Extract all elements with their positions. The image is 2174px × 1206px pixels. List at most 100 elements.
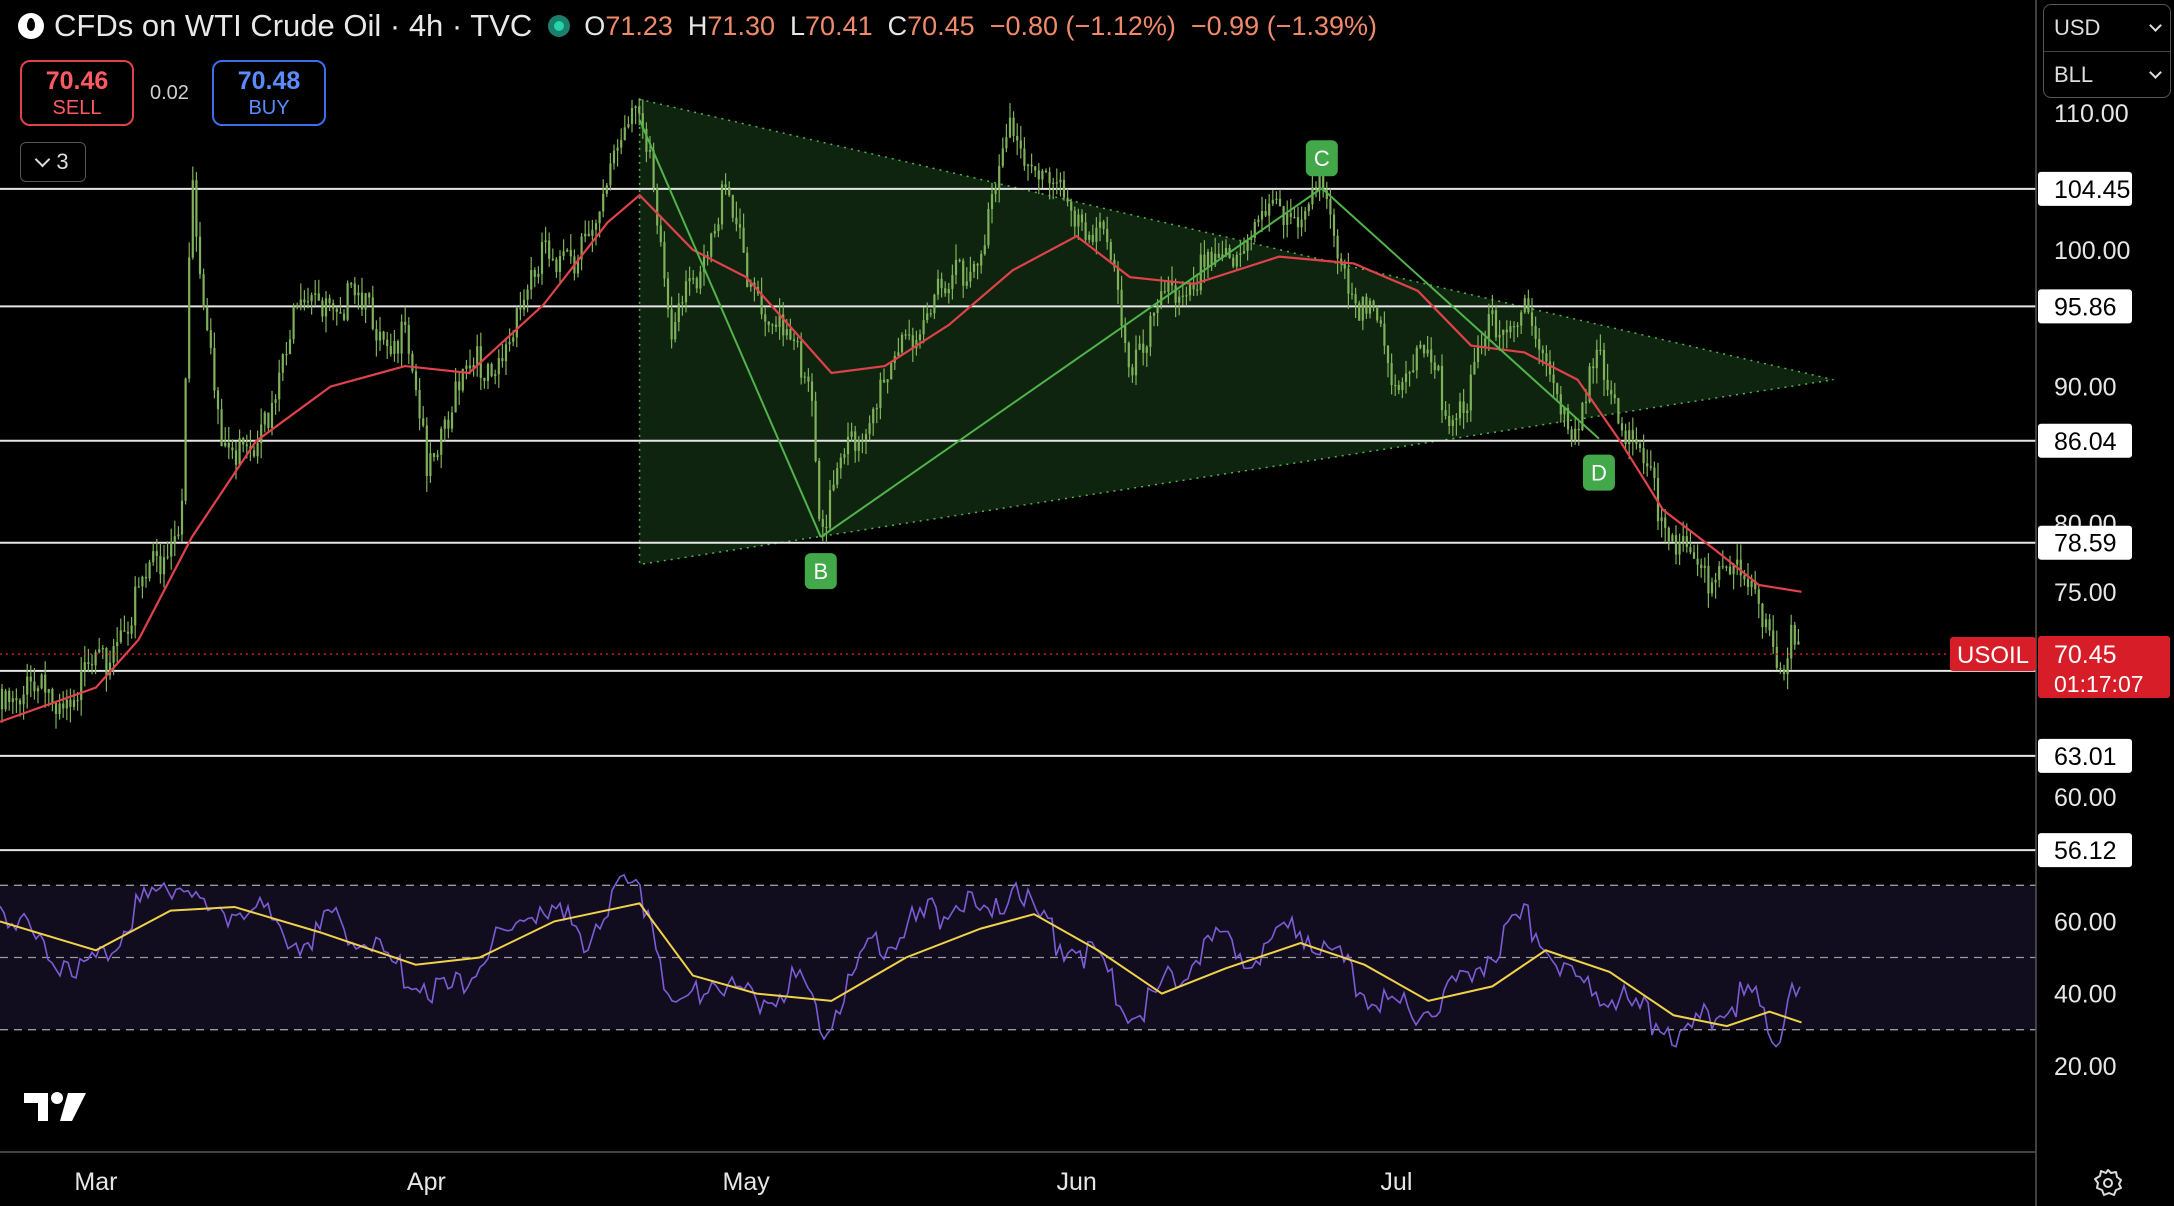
candle-body [1451,420,1454,427]
candle-body [767,321,770,325]
candle-body [1491,310,1494,315]
candle-body [760,293,763,315]
candle-body [1595,349,1598,369]
currency-select[interactable]: USD [2044,5,2170,51]
candle-body [1325,190,1328,200]
candle-body [425,425,428,476]
buy-button[interactable]: 70.48 BUY [212,60,326,126]
pattern-label-D: D [1591,461,1607,486]
candle-body [508,341,511,345]
candle-body [998,166,1001,189]
candle-body [861,439,864,441]
candle-body [1235,254,1238,267]
candle-body [234,450,238,465]
candle-body [1095,227,1098,242]
pattern-leg [638,119,822,538]
candle-body [414,371,418,391]
candle-body [1361,296,1364,321]
level-label-bg[interactable] [2038,525,2132,560]
moving-average-layer [0,193,1802,723]
candle-body [504,344,508,362]
candle-body [267,412,270,428]
candle-body [238,438,241,465]
pattern-leg [820,187,1323,538]
sell-price: 70.46 [45,67,109,95]
candle-body [123,630,126,632]
candle-body [1797,641,1800,645]
candle-body [1584,401,1588,404]
tradingview-logo-icon[interactable] [24,1090,90,1124]
candle-body [594,223,598,230]
candle-body [944,288,947,294]
candle-body [1386,345,1390,364]
candle-body [324,298,328,317]
chevron-down-icon [2149,19,2162,32]
level-label-bg[interactable] [2038,423,2132,458]
candle-body [393,340,396,355]
unit-select[interactable]: BLL [2044,51,2170,98]
symbol-title[interactable]: CFDs on WTI Crude Oil · 4h · TVC [54,8,533,43]
candle-body [213,347,216,391]
candle-body [738,224,742,228]
candle-body [119,630,122,643]
candle-body [1257,219,1260,223]
candle-body [954,259,958,275]
candle-body [1664,517,1667,528]
candle-body [245,444,248,447]
current-price-label-bg [2038,636,2170,699]
candle-body [1736,559,1739,565]
candle-body [1232,257,1235,267]
candle-body [141,576,144,587]
candle-body [1494,310,1498,338]
candle-body [566,249,569,252]
candle-body [72,700,76,707]
candle-body [310,294,313,302]
candle-body [533,269,536,277]
indicators-toggle-button[interactable]: 3 [20,142,86,182]
candle-body [645,128,648,152]
candle-body [1250,237,1253,240]
candle-body [1268,203,1271,216]
candle-body [591,229,594,236]
candle-body [1768,619,1771,631]
candle-body [598,211,601,224]
candle-body [1296,217,1300,228]
candle-body [1505,329,1508,333]
candle-body [569,249,572,257]
candle-body [1530,312,1534,326]
candle-body [926,313,929,321]
candle-body [1566,408,1570,430]
candle-body [922,320,925,335]
candle-body [166,556,169,558]
horizontal-levels[interactable] [0,187,2036,852]
level-label-bg[interactable] [2038,833,2132,868]
candle-body [144,576,148,579]
candle-body [965,281,968,286]
candle-body [101,647,104,650]
buy-price: 70.48 [237,67,301,95]
candle-body [1275,198,1278,201]
candle-body [1728,566,1732,575]
candle-body [1192,282,1195,290]
candle-body [764,314,767,322]
candle-body [1602,349,1606,380]
candle-body [1703,565,1706,568]
candle-body [879,379,882,408]
level-label-bg[interactable] [2038,738,2132,773]
level-label-bg[interactable] [2038,289,2132,324]
candle-body [1415,347,1418,371]
candle-body [1419,344,1422,348]
settings-gear-icon[interactable] [2093,1168,2123,1198]
candle-body [526,289,529,300]
candle-body [792,339,796,342]
candle-body [886,379,889,383]
candle-body [148,562,151,579]
candle-body [1426,349,1429,354]
candle-body [976,263,979,266]
level-label-bg[interactable] [2038,171,2132,206]
sell-button[interactable]: 70.46 SELL [20,60,134,126]
candle-body [4,690,7,710]
candle-body [69,699,72,707]
